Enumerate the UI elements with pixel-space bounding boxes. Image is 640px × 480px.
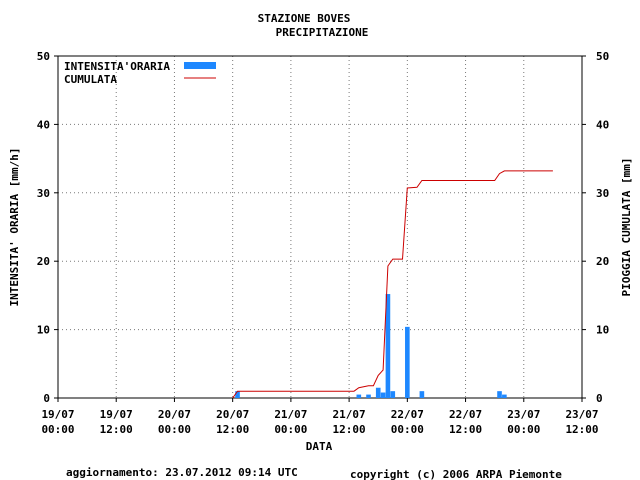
intensity-bar [502,394,507,398]
x-tick-label-date: 22/07 [391,408,424,421]
y-tick-label-right: 40 [596,118,609,131]
x-tick-label-time: 12:00 [333,423,366,436]
x-tick-label-time: 00:00 [391,423,424,436]
y-tick-label-left: 20 [37,255,50,268]
y-tick-label-left: 0 [43,392,50,405]
x-tick-label-time: 00:00 [274,423,307,436]
grid [58,56,582,398]
y-tick-label-right: 20 [596,255,609,268]
chart-subtitle: PRECIPITAZIONE [276,26,369,39]
legend-swatch-intensity [184,62,216,69]
x-tick-label-date: 19/07 [100,408,133,421]
x-ticks: 19/07 00:00 19/07 12:00 20/07 00:00 20/07 12:00… [41,398,599,436]
intensity-bar [419,391,425,398]
intensity-bar [385,294,391,398]
intensity-bars [235,294,507,398]
update-timestamp: aggiornamento: 23.07.2012 09:14 UTC [66,466,298,479]
x-tick-label-time: 12:00 [216,423,249,436]
x-tick-label-time: 00:00 [158,423,191,436]
intensity-bar [390,391,396,398]
x-tick-label-time: 00:00 [507,423,540,436]
x-tick-label-date: 23/07 [565,408,598,421]
y-ticks-left: 0 10 20 30 40 50 [37,50,58,405]
copyright-text: copyright (c) 2006 ARPA Piemonte [350,468,562,480]
x-tick-label-date: 20/07 [158,408,191,421]
y-tick-label-right: 30 [596,187,609,200]
y-tick-label-right: 50 [596,50,609,63]
intensity-bar [235,391,240,398]
legend-label-intensity: INTENSITA'ORARIA [64,60,170,73]
x-tick-label-time: 12:00 [100,423,133,436]
x-tick-label-time: 12:00 [449,423,482,436]
x-axis-label: DATA [306,440,333,453]
x-tick-label-date: 19/07 [41,408,74,421]
y-ticks-right: 0 10 20 30 40 50 [582,50,609,405]
x-tick-label-date: 23/07 [507,408,540,421]
legend-label-cumulative: CUMULATA [64,73,117,86]
y-tick-label-right: 10 [596,324,609,337]
x-tick-label-date: 21/07 [274,408,307,421]
y-tick-label-left: 30 [37,187,50,200]
intensity-bar [366,394,371,398]
y-tick-label-left: 10 [37,324,50,337]
y-tick-label-left: 50 [37,50,50,63]
intensity-bar [380,392,386,398]
x-tick-label-time: 00:00 [41,423,74,436]
y-axis-label-right: PIOGGIA CUMULATA [mm] [620,157,633,296]
y-axis-label-left: INTENSITA' ORARIA [mm/h] [8,148,21,307]
intensity-bar [375,387,381,398]
intensity-bar [497,391,502,398]
chart-title: STAZIONE BOVES [258,12,351,25]
intensity-bar [356,394,362,398]
cumulative-line [232,170,553,399]
x-tick-label-date: 21/07 [333,408,366,421]
legend: INTENSITA'ORARIA CUMULATA [64,60,216,86]
y-tick-label-left: 40 [37,118,50,131]
x-tick-label-date: 22/07 [449,408,482,421]
y-tick-label-right: 0 [596,392,603,405]
x-tick-label-time: 12:00 [565,423,598,436]
intensity-bar [405,326,410,398]
plot-frame [57,55,583,399]
x-tick-label-date: 20/07 [216,408,249,421]
